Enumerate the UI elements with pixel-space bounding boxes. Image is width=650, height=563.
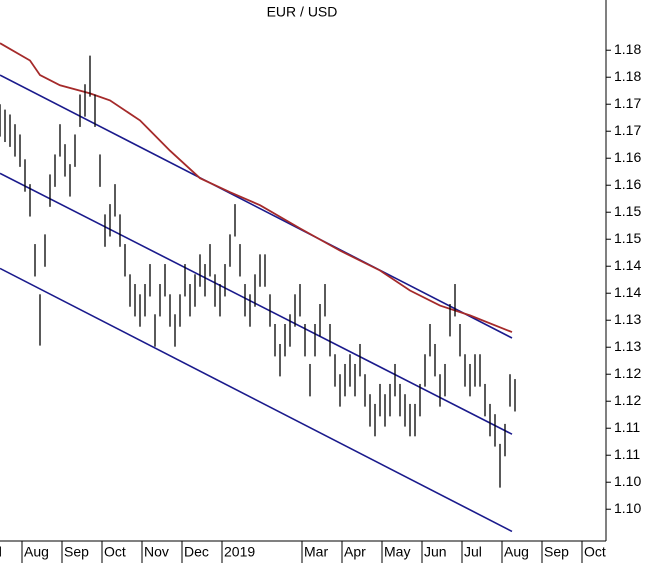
x-tick-label: Sep <box>64 544 89 560</box>
plot-area <box>0 42 516 533</box>
y-tick-label: 1.11 <box>614 419 640 435</box>
y-tick-label: 1.17 <box>614 122 641 138</box>
y-tick-label: 1.15 <box>614 230 641 246</box>
y-tick-label: 1.18 <box>614 68 641 84</box>
x-tick-label: 2019 <box>224 544 255 560</box>
channel-line <box>0 172 513 435</box>
y-tick-label: 1.12 <box>614 392 641 408</box>
moving-average <box>0 42 513 333</box>
x-tick-label: Nov <box>144 544 169 560</box>
y-tick-label: 1.17 <box>614 95 641 111</box>
y-tick-label: 1.13 <box>614 311 641 327</box>
y-tick-label: 1.12 <box>614 365 641 381</box>
x-tick-label: Sep <box>544 544 569 560</box>
y-tick-label: 1.15 <box>614 203 641 219</box>
x-tick-label: Jul <box>0 544 2 560</box>
y-tick-label: 1.10 <box>614 473 641 489</box>
x-tick-label: Aug <box>24 544 49 560</box>
x-tick-label: May <box>384 544 410 560</box>
x-tick-label: Apr <box>344 544 366 560</box>
x-tick-label: Mar <box>304 544 328 560</box>
x-tick-label: Dec <box>184 544 209 560</box>
y-tick-label: 1.14 <box>614 257 641 273</box>
y-tick-label: 1.11 <box>614 446 640 462</box>
y-tick-label: 1.16 <box>614 176 641 192</box>
channel-line <box>0 267 513 533</box>
y-tick-label: 1.10 <box>614 500 641 516</box>
y-tick-label: 1.18 <box>614 41 641 57</box>
x-tick-label: Oct <box>584 544 606 560</box>
y-tick-label: 1.14 <box>614 284 641 300</box>
y-tick-label: 1.13 <box>614 338 641 354</box>
channel-line <box>0 74 513 339</box>
y-tick-label: 1.16 <box>614 149 641 165</box>
x-tick-label: Jun <box>424 544 447 560</box>
x-tick-label: Jul <box>464 544 482 560</box>
x-tick-label: Aug <box>504 544 529 560</box>
x-tick-label: Oct <box>104 544 126 560</box>
chart-title: EUR / USD <box>267 4 338 20</box>
